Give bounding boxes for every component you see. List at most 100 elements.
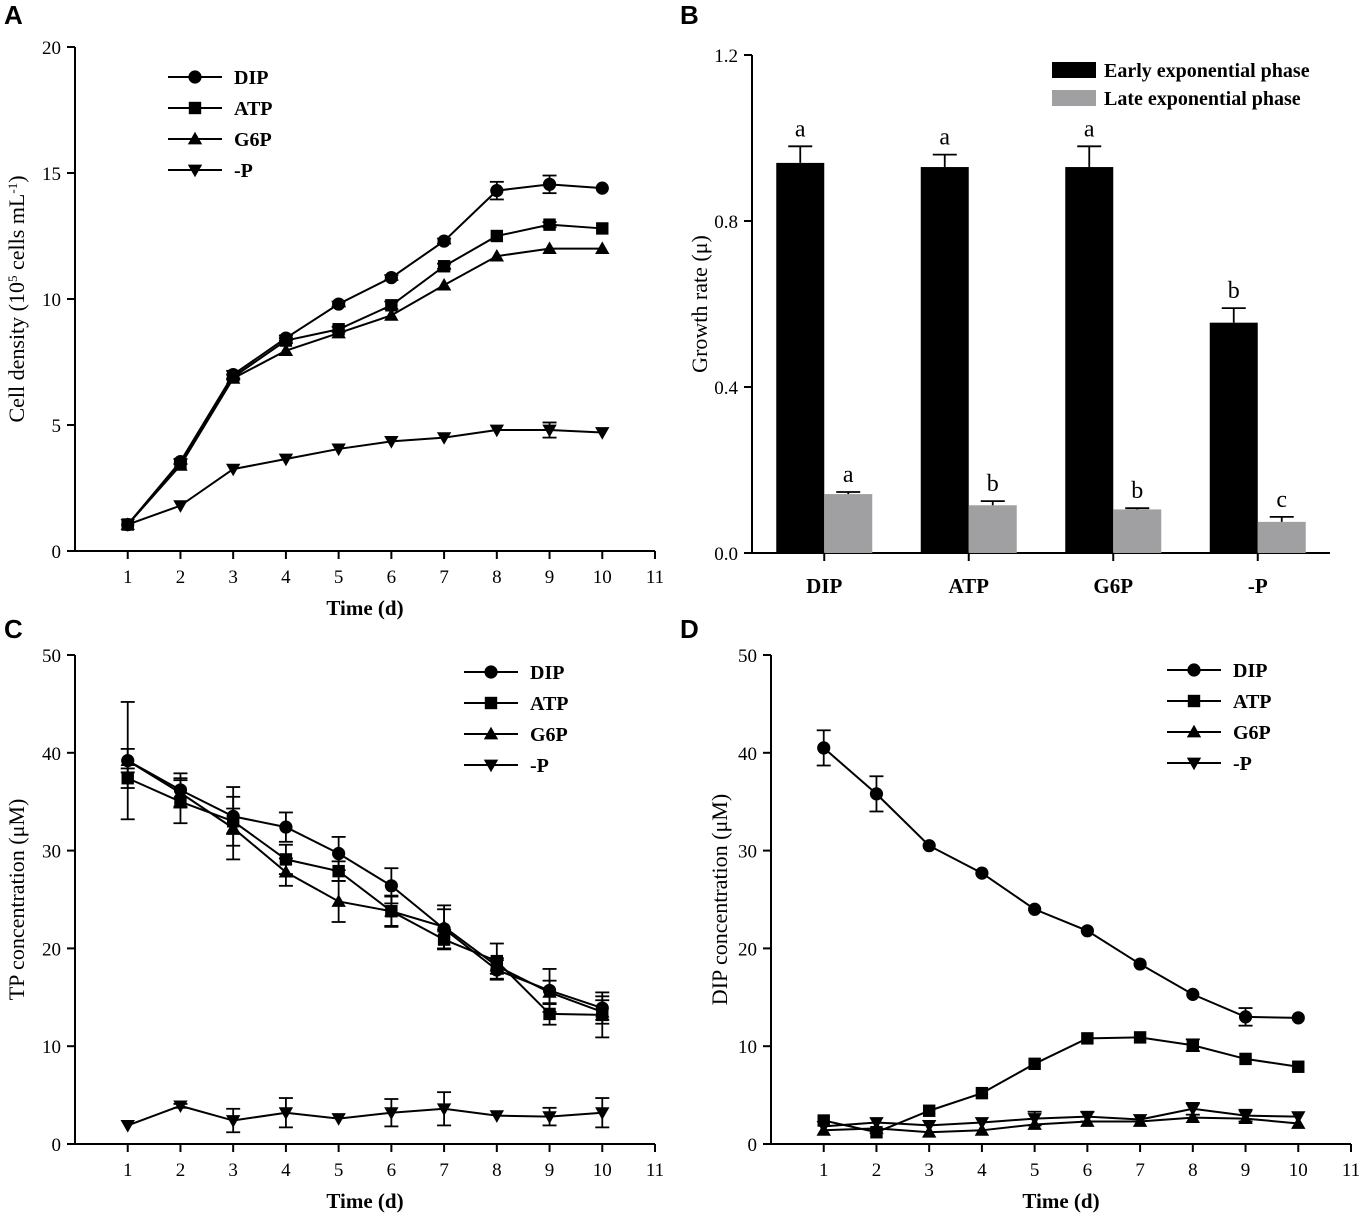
x-tick-label: 7 [1135,1160,1145,1181]
legend-label: -P [1233,753,1252,775]
y-tick-label: 0 [52,1135,62,1156]
series-line [126,223,603,526]
data-point [436,432,452,445]
series-dip [120,701,610,1021]
x-tick-label: 4 [281,1160,291,1181]
data-point [1239,1052,1252,1066]
bar-early [1209,322,1258,553]
category-label: -P [1248,574,1268,598]
data-point [1291,1011,1305,1025]
data-point [1132,1114,1148,1127]
x-tick-label: 9 [545,1160,555,1181]
y-tick-label: 15 [42,164,61,185]
data-point [331,894,346,907]
bar-early [920,167,969,554]
panel-letter-c: C [4,614,23,644]
x-tick-label: 7 [439,1160,449,1181]
panel-letter-a: A [4,0,23,30]
category-label: G6P [1093,574,1133,598]
significance-label: a [939,125,950,151]
data-point [1028,902,1042,916]
data-point [595,1004,610,1018]
series-line [823,1107,1299,1128]
x-tick-label: 6 [387,1160,397,1181]
significance-label: a [843,462,854,488]
panel-b-growth-rate-chart: 0.0 0.4 0.8 1.2 Growth rate (μ) DIP a a ATP a b G6P… [687,46,1330,598]
data-point [225,1115,241,1128]
data-point [1186,987,1200,1001]
data-point [542,424,557,438]
y-tick-label: 40 [738,744,757,765]
x-tick-label: 9 [1241,1160,1251,1181]
significance-label: b [987,471,999,497]
x-tick-label: 8 [492,1160,502,1181]
legend-label: DIP [530,662,564,684]
x-tick-label: 11 [646,567,664,588]
significance-label: b [1131,478,1143,504]
data-point [279,820,293,834]
legend-marker [1187,694,1201,708]
data-point [1292,1060,1305,1073]
data-point [543,218,556,231]
x-tick-label: 8 [1188,1160,1198,1181]
y-tick-label: 30 [738,842,757,863]
data-point [921,1120,937,1133]
legend-label: -P [234,160,253,182]
series-atp [120,767,610,1039]
y-axis-title: Cell density (105 cells mL-1) [4,175,29,422]
y-axis-title-part: -1 [5,183,20,194]
data-point [225,820,241,834]
series-line [126,247,603,526]
y-tick-label: 20 [738,939,757,960]
data-point [595,181,609,195]
series-pminus-p [120,1091,610,1134]
legend: DIP ATP G6P -P [464,662,569,777]
significance-label: a [1084,116,1095,142]
series-g6p [120,747,610,1025]
y-tick-label: 1.2 [714,46,738,67]
data-point [922,1104,936,1117]
data-point [120,519,135,532]
legend: DIP ATP G6P -P [1167,660,1272,775]
significance-label: b [1228,278,1240,304]
x-axis-title: Time (d) [1022,1189,1099,1213]
bar-early [1065,167,1114,554]
legend-label: ATP [234,98,273,120]
x-tick-label: 11 [646,1160,664,1181]
data-point [225,371,241,384]
data-point [974,1117,990,1130]
data-point [596,222,609,235]
data-point [173,458,188,471]
data-point [1291,1111,1306,1124]
data-point [278,343,294,357]
data-point [595,241,610,254]
x-tick-label: 5 [334,567,344,588]
data-point [173,1100,188,1114]
panel-d-dip-concentration-chart: 1 2 3 4 5 6 7 8 9 10 11 0 10 20 30 40 50 Time (d) DIP conc… [707,646,1359,1213]
x-tick-label: 4 [977,1160,987,1181]
data-point [922,839,936,853]
legend-marker [484,665,498,679]
data-point [385,299,398,312]
x-tick-label: 2 [872,1160,882,1181]
legend-label: G6P [530,724,568,746]
data-point [975,1086,989,1100]
y-tick-label: 40 [42,744,61,765]
y-axis-title-part: 5 [5,276,20,283]
legend-swatch [1052,90,1096,106]
data-point [1186,1039,1200,1052]
bar-late [1257,521,1306,553]
data-point [332,846,346,861]
series-dip [816,729,1305,1027]
legend-label: -P [530,755,549,777]
data-point [384,904,399,917]
data-point [1185,1103,1201,1116]
series-line [823,1036,1299,1134]
data-point [120,1120,135,1133]
x-tick-label: 9 [545,567,555,588]
panel-letter-d: D [680,614,699,644]
series-line [127,429,603,526]
data-point [816,1120,831,1134]
x-tick-label: 6 [1083,1160,1093,1181]
